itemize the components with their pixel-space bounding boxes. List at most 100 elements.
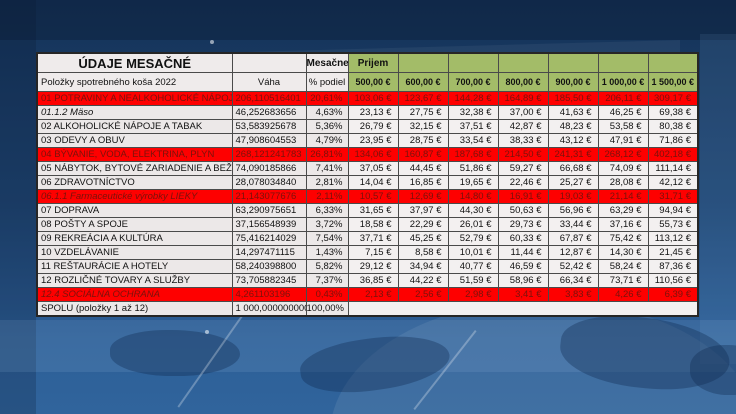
cell-amount: 33,54 €: [447, 133, 499, 148]
cell-item-name: 06 ZDRAVOTNÍCTVO: [36, 175, 233, 190]
cell-amount: 52,42 €: [547, 259, 599, 274]
monthly-header: Mesačne: [305, 52, 349, 73]
total-label: SPOLU (položky 1 až 12): [36, 301, 233, 317]
cell-item-name: 12.4 SOCIÁLNA OCHRANA: [36, 287, 233, 302]
income-header-spacer: [597, 52, 649, 73]
background-blob-shape: [110, 330, 240, 376]
income-header-spacer: [447, 52, 499, 73]
cell-item-name: 12 ROZLIČNÉ TOVARY A SLUŽBY: [36, 273, 233, 288]
cell-share: 0,43%: [305, 287, 349, 302]
cell-amount: 66,68 €: [547, 161, 599, 176]
cell-amount: 94,94 €: [647, 203, 699, 218]
cell-share: 5,82%: [305, 259, 349, 274]
data-table-panel: ÚDAJE MESAČNÉ Mesačne Prijem Položky spo…: [36, 52, 699, 317]
cell-amount: 32,15 €: [397, 119, 449, 134]
cell-amount: 26,01 €: [447, 217, 499, 232]
table-row: 11 REŠTAURÁCIE A HOTELY 58,240398800 5,82%…: [36, 259, 699, 274]
cell-amount: 56,96 €: [547, 203, 599, 218]
cell-amount: 58,24 €: [597, 259, 649, 274]
table-row: 12 ROZLIČNÉ TOVARY A SLUŽBY 73,705882345 7…: [36, 273, 699, 288]
background-circle-shape: [330, 300, 736, 414]
weight-column-header: Váha: [231, 72, 307, 92]
table-row: 08 POŠTY A SPOJE 37,156548939 3,72% 18,58 €…: [36, 217, 699, 232]
cell-amount: 402,18 €: [647, 147, 699, 162]
cell-amount: 52,79 €: [447, 231, 499, 246]
cell-amount: 19,03 €: [547, 189, 599, 204]
cell-share: 4,63%: [305, 105, 349, 120]
income-column-header: 700,00 €: [447, 72, 499, 92]
cell-amount: 51,86 €: [447, 161, 499, 176]
cell-amount: 309,17 €: [647, 91, 699, 106]
cell-share: 20,61%: [305, 91, 349, 106]
header-row-cols: Položky spotrebného koša 2022 Váha % pod…: [36, 72, 699, 92]
cell-item-name: 09 REKREÁCIA A KULTÚRA: [36, 231, 233, 246]
cell-item-name: 10 VZDELÁVANIE: [36, 245, 233, 260]
cell-amount: 41,63 €: [547, 105, 599, 120]
cell-amount: 164,89 €: [497, 91, 549, 106]
income-column-header: 900,00 €: [547, 72, 599, 92]
cell-amount: 21,14 €: [597, 189, 649, 204]
cell-amount: 74,09 €: [597, 161, 649, 176]
cell-amount: 87,36 €: [647, 259, 699, 274]
cell-item-name: 06.1.1 Farmaceutické výrobky LIEKY: [36, 189, 233, 204]
background-horizontal-band: [0, 320, 736, 372]
income-column-header: 1 500,00 €: [647, 72, 699, 92]
table-row: 09 REKREÁCIA A KULTÚRA 75,416214029 7,54% 3…: [36, 231, 699, 246]
cell-weight: 37,156548939: [231, 217, 307, 232]
cell-amount: 134,06 €: [347, 147, 399, 162]
income-header-spacer: [547, 52, 599, 73]
table-row: 04 BÝVANIE, VODA, ELEKTRINA, PLYN 268,121…: [36, 147, 699, 162]
cell-share: 7,37%: [305, 273, 349, 288]
cell-amount: 12,87 €: [547, 245, 599, 260]
cell-amount: 144,28 €: [447, 91, 499, 106]
cell-amount: 45,25 €: [397, 231, 449, 246]
table-row: 03 ODEVY A OBUV 47,908604553 4,79% 23,95 €2…: [36, 133, 699, 148]
cell-amount: 18,58 €: [347, 217, 399, 232]
income-column-header: 600,00 €: [397, 72, 449, 92]
background-blob-shape: [556, 309, 734, 397]
table-row: 06.1.1 Farmaceutické výrobky LIEKY 21,143…: [36, 189, 699, 204]
cell-amount: 22,29 €: [397, 217, 449, 232]
income-column-header: 800,00 €: [497, 72, 549, 92]
total-weight: 1 000,000000000: [231, 301, 307, 317]
cell-item-name: 05 NÁBYTOK, BYTOVÉ ZARIADENIE A BEŽNÁ: [36, 161, 233, 176]
table-row: 02 ALKOHOLICKÉ NÁPOJE A TABAK 53,58392567…: [36, 119, 699, 134]
cell-amount: 40,77 €: [447, 259, 499, 274]
cell-amount: 37,97 €: [397, 203, 449, 218]
table-row: 07 DOPRAVA 63,290975651 6,33% 31,65 €37,97 …: [36, 203, 699, 218]
cell-amount: 8,58 €: [397, 245, 449, 260]
cell-amount: 187,68 €: [447, 147, 499, 162]
cell-item-name: 01 POTRAVINY A NEALKOHOLICKÉ NÁPOJE: [36, 91, 233, 106]
cell-amount: 123,67 €: [397, 91, 449, 106]
income-header-spacer: [647, 52, 699, 73]
cell-amount: 3,41 €: [497, 287, 549, 302]
cell-amount: 25,27 €: [547, 175, 599, 190]
cell-weight: 46,252683656: [231, 105, 307, 120]
cell-weight: 53,583925678: [231, 119, 307, 134]
cell-amount: 58,96 €: [497, 273, 549, 288]
table-row: 01 POTRAVINY A NEALKOHOLICKÉ NÁPOJE 206,1…: [36, 91, 699, 106]
cell-amount: 2,56 €: [397, 287, 449, 302]
cell-amount: 38,33 €: [497, 133, 549, 148]
cell-amount: 47,91 €: [597, 133, 649, 148]
cell-share: 7,41%: [305, 161, 349, 176]
share-column-header: % podiel: [305, 72, 349, 92]
cell-amount: 71,86 €: [647, 133, 699, 148]
cell-amount: 31,71 €: [647, 189, 699, 204]
cell-amount: 44,30 €: [447, 203, 499, 218]
cell-item-name: 01.1.2 Mäso: [36, 105, 233, 120]
total-empty-span: [347, 301, 699, 317]
cell-amount: 11,44 €: [497, 245, 549, 260]
cell-amount: 69,38 €: [647, 105, 699, 120]
cell-amount: 37,05 €: [347, 161, 399, 176]
cell-amount: 4,26 €: [597, 287, 649, 302]
table-row: 06 ZDRAVOTNÍCTVO 28,078034840 2,81% 14,04 €…: [36, 175, 699, 190]
cell-amount: 113,12 €: [647, 231, 699, 246]
table-row: 01.1.2 Mäso 46,252683656 4,63% 23,13 €27,75…: [36, 105, 699, 120]
cell-amount: 28,75 €: [397, 133, 449, 148]
cell-amount: 50,63 €: [497, 203, 549, 218]
cell-share: 2,11%: [305, 189, 349, 204]
cell-amount: 29,73 €: [497, 217, 549, 232]
cell-amount: 34,94 €: [397, 259, 449, 274]
